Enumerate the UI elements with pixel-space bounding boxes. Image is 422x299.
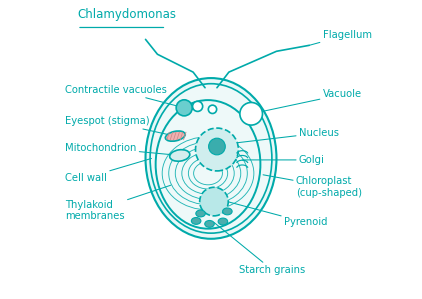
Ellipse shape <box>218 218 227 225</box>
Text: Chlamydomonas: Chlamydomonas <box>77 8 176 21</box>
Ellipse shape <box>223 208 232 215</box>
Ellipse shape <box>191 217 201 224</box>
Circle shape <box>240 103 262 125</box>
Text: Contractile vacuoles: Contractile vacuoles <box>65 85 184 108</box>
Text: Pyrenoid: Pyrenoid <box>227 202 327 228</box>
Text: Golgi: Golgi <box>242 155 325 165</box>
Circle shape <box>192 101 203 112</box>
Text: Flagellum: Flagellum <box>309 30 372 45</box>
Circle shape <box>208 105 216 114</box>
Ellipse shape <box>196 210 206 217</box>
Circle shape <box>195 128 238 171</box>
Circle shape <box>176 100 192 116</box>
Ellipse shape <box>170 150 190 161</box>
Text: Starch grains: Starch grains <box>214 222 306 275</box>
Ellipse shape <box>205 220 214 227</box>
Ellipse shape <box>150 84 272 233</box>
Text: Thylakoid
membranes: Thylakoid membranes <box>65 185 171 221</box>
Text: Mitochondrion: Mitochondrion <box>65 143 180 155</box>
Ellipse shape <box>146 78 276 239</box>
Text: Cell wall: Cell wall <box>65 158 151 183</box>
Circle shape <box>200 187 228 216</box>
Text: Chloroplast
(cup-shaped): Chloroplast (cup-shaped) <box>263 175 362 198</box>
Circle shape <box>208 138 225 155</box>
Text: Eyespot (stigma): Eyespot (stigma) <box>65 116 175 136</box>
Text: Vacuole: Vacuole <box>251 89 362 114</box>
Ellipse shape <box>165 131 185 141</box>
Text: Nucleus: Nucleus <box>230 128 339 144</box>
